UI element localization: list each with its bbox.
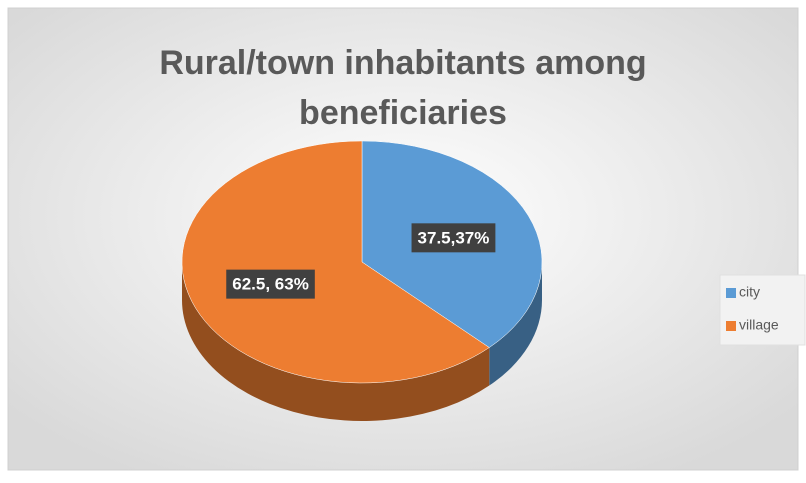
legend: city village: [726, 284, 779, 333]
data-label-text: 62.5, 63%: [232, 275, 309, 294]
data-label: 37.5,37%: [411, 223, 496, 253]
slice-side: [182, 262, 490, 421]
slice-side: [489, 262, 542, 386]
slice: [181, 140, 490, 384]
legend-box: [719, 274, 806, 346]
legend-label: village: [739, 317, 779, 333]
legend-swatch: [726, 288, 736, 298]
data-label-box: [411, 223, 496, 253]
data-labels: 37.5,37% 62.5, 63%: [226, 223, 496, 299]
legend-swatch: [726, 321, 736, 331]
legend-label: city: [739, 284, 760, 300]
data-label-text: 37.5,37%: [418, 228, 490, 247]
data-label: 62.5, 63%: [226, 269, 315, 299]
chart-title: Rural/town inhabitants among beneficiari…: [159, 44, 647, 132]
data-label-box: [226, 269, 315, 299]
